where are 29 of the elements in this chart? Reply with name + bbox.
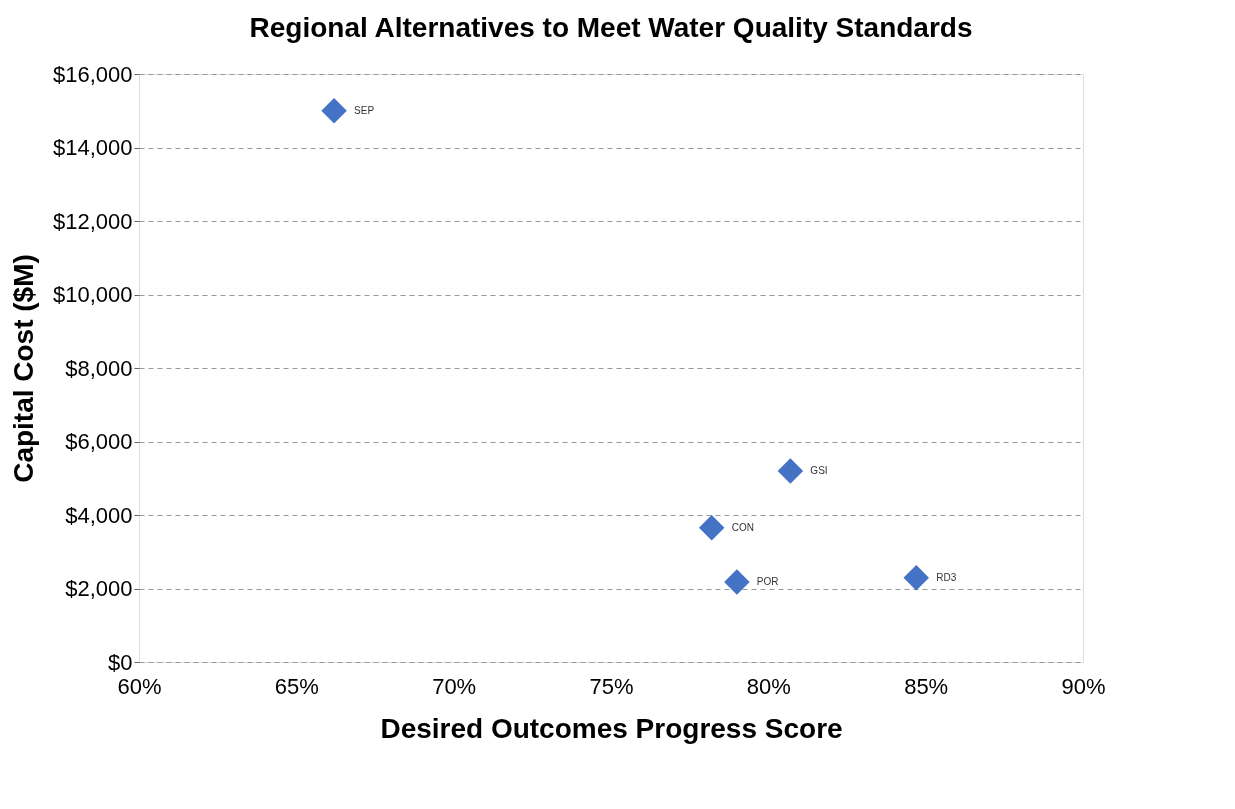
y-tick-label: $0 [108, 649, 133, 675]
x-tick-label: 65% [274, 673, 319, 699]
x-tick-label: 90% [1061, 673, 1106, 699]
annotation: SEP [354, 104, 375, 116]
x-axis-title: Desired Outcomes Progress Score [380, 712, 843, 744]
point [777, 458, 804, 484]
y-tick-label: $16,000 [52, 61, 133, 87]
annotation: RD3 [936, 571, 957, 583]
annotation: GSI [810, 464, 828, 476]
point [698, 515, 725, 541]
chart-title: Regional Alternatives to Meet Water Quality Standards [249, 12, 973, 43]
y-tick-label: $4,000 [65, 502, 133, 528]
y-tick-label: $12,000 [52, 208, 133, 234]
x-tick-label: 75% [589, 673, 634, 699]
y-tick-label: $14,000 [52, 135, 133, 160]
x-tick-label: 60% [117, 673, 162, 699]
y-tick-label: $8,000 [65, 355, 133, 381]
x-tick-label: 80% [746, 673, 791, 699]
y-axis-title: Capital Cost ($M) [7, 254, 39, 483]
annotation: CON [731, 521, 754, 533]
x-tick-label: 85% [904, 673, 949, 699]
point [321, 98, 347, 124]
point [724, 569, 750, 595]
y-tick-label: $2,000 [65, 576, 133, 601]
annotation: POR [756, 575, 779, 587]
y-tick-label: $10,000 [52, 282, 133, 307]
x-tick-label: 70% [432, 673, 477, 699]
point [903, 565, 929, 591]
y-tick-label: $6,000 [65, 429, 133, 454]
